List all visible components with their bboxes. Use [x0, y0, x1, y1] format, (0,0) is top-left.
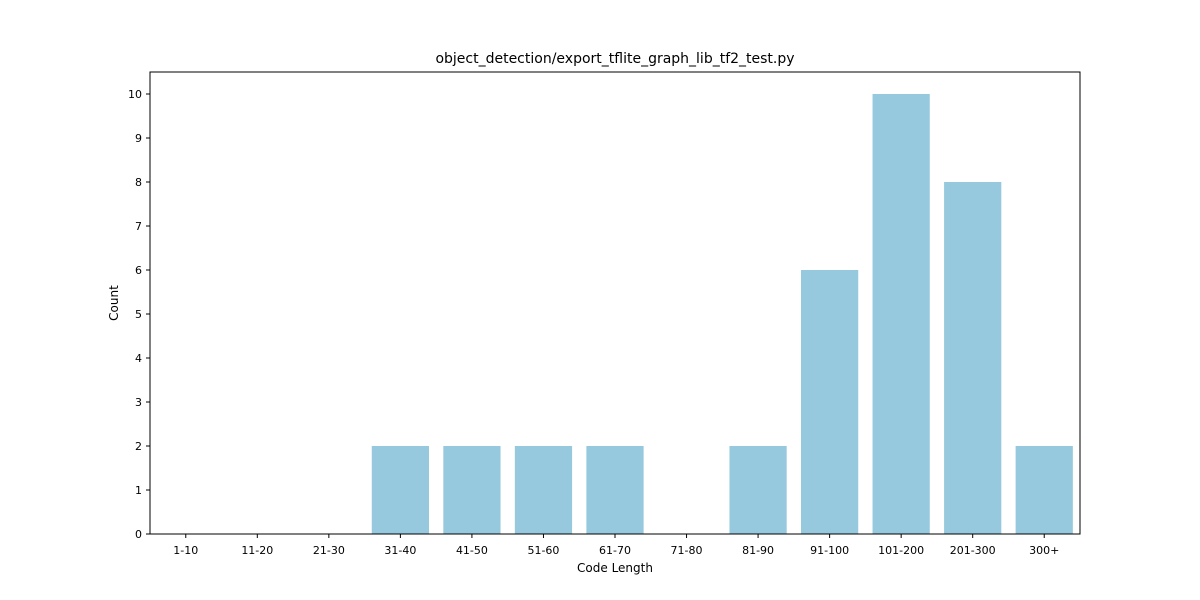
y-tick-label: 10	[128, 88, 142, 101]
x-tick-label: 51-60	[527, 544, 559, 557]
y-tick-label: 9	[135, 132, 142, 145]
x-tick-label: 300+	[1029, 544, 1059, 557]
x-tick-label: 201-300	[950, 544, 996, 557]
bar-201-300	[944, 182, 1002, 534]
bar-41-50	[443, 446, 501, 534]
x-tick-label: 61-70	[599, 544, 631, 557]
x-tick-label: 91-100	[810, 544, 849, 557]
bar-300+	[1015, 446, 1073, 534]
bar-61-70	[586, 446, 644, 534]
y-tick-label: 6	[135, 264, 142, 277]
y-tick-label: 2	[135, 440, 142, 453]
y-tick-label: 4	[135, 352, 142, 365]
y-axis-ticks: 0 1 2 3 4 5 6 7 8 9 10	[128, 88, 150, 541]
x-tick-label: 1-10	[173, 544, 198, 557]
y-tick-label: 0	[135, 528, 142, 541]
x-tick-label: 81-90	[742, 544, 774, 557]
bar-51-60	[514, 446, 573, 534]
y-tick-label: 3	[135, 396, 142, 409]
y-tick-label: 1	[135, 484, 142, 497]
bars-group	[371, 94, 1073, 534]
bar-81-90	[729, 446, 787, 534]
x-tick-label: 31-40	[384, 544, 416, 557]
plot-frame	[149, 71, 1081, 535]
bar-31-40	[371, 446, 429, 534]
chart-title: object_detection/export_tflite_graph_lib…	[435, 51, 794, 67]
x-tick-label: 11-20	[241, 544, 273, 557]
x-tick-label: 101-200	[878, 544, 924, 557]
x-tick-label: 21-30	[313, 544, 345, 557]
y-tick-label: 8	[135, 176, 142, 189]
y-axis-label: Count	[107, 285, 121, 321]
x-tick-label: 71-80	[671, 544, 703, 557]
x-axis-label: Code Length	[577, 561, 653, 575]
y-tick-label: 7	[135, 220, 142, 233]
x-axis-ticks: 1-10 11-20 21-30 31-40 41-50 51-60 61-70 71-80 8…	[173, 534, 1059, 557]
x-tick-label: 41-50	[456, 544, 488, 557]
bar-101-200	[872, 94, 930, 534]
y-tick-label: 5	[135, 308, 142, 321]
bar-91-100	[801, 270, 859, 534]
